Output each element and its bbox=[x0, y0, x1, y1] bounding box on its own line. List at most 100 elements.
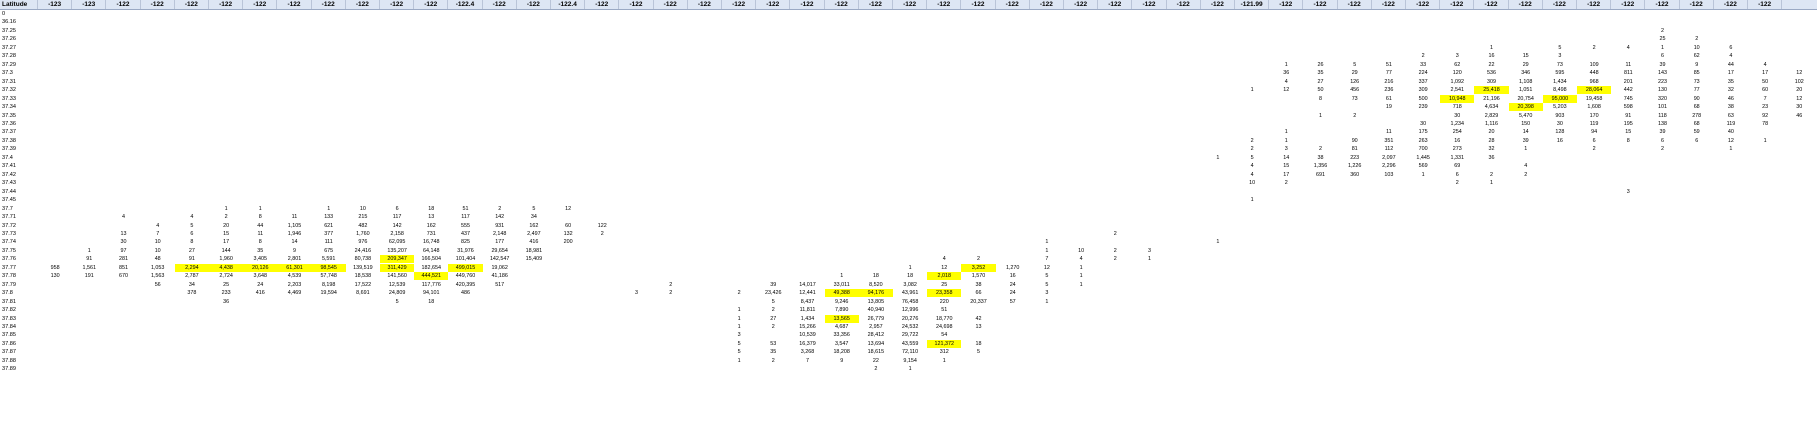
table-cell[interactable]: 73 bbox=[1351, 95, 1358, 102]
table-cell[interactable]: 117 bbox=[461, 214, 470, 221]
table-cell[interactable]: 2 bbox=[771, 324, 775, 331]
table-cell[interactable]: 34 bbox=[530, 214, 537, 221]
table-cell[interactable]: 5 bbox=[395, 298, 399, 305]
table-cell[interactable]: 1 bbox=[1729, 146, 1733, 153]
table-cell[interactable]: 53 bbox=[770, 340, 777, 347]
table-cell[interactable]: 1 bbox=[1489, 180, 1493, 187]
table-cell[interactable]: 224 bbox=[1418, 70, 1428, 77]
table-cell[interactable]: 5 bbox=[976, 349, 980, 356]
table-cell[interactable]: 700 bbox=[1418, 146, 1428, 153]
highlighted-cell[interactable]: 20,126 bbox=[243, 263, 278, 272]
table-cell[interactable]: 1 bbox=[1147, 256, 1151, 263]
table-cell[interactable]: 3,405 bbox=[253, 256, 268, 263]
table-cell[interactable]: 12 bbox=[1727, 137, 1734, 144]
table-cell[interactable]: 320 bbox=[1657, 95, 1667, 102]
table-cell[interactable]: 17,522 bbox=[354, 281, 372, 288]
table-cell[interactable]: 102 bbox=[1794, 78, 1804, 85]
table-cell[interactable]: 19,458 bbox=[1585, 95, 1603, 102]
table-cell[interactable]: 18 bbox=[907, 273, 914, 280]
table-cell[interactable]: 62 bbox=[1693, 53, 1700, 60]
table-cell[interactable]: 1,092 bbox=[1450, 78, 1465, 85]
table-cell[interactable]: 239 bbox=[1418, 104, 1428, 111]
table-cell[interactable]: 6 bbox=[395, 205, 399, 212]
table-cell[interactable]: 1 bbox=[1079, 281, 1083, 288]
table-cell[interactable]: 13 bbox=[975, 324, 982, 331]
table-cell[interactable]: 621 bbox=[324, 222, 334, 229]
column-header[interactable]: -122 bbox=[996, 0, 1030, 9]
table-cell[interactable]: 215 bbox=[358, 214, 368, 221]
table-cell[interactable]: 9,154 bbox=[903, 357, 917, 364]
column-header[interactable]: -122 bbox=[1132, 0, 1167, 9]
table-cell[interactable]: 2 bbox=[1524, 171, 1528, 178]
table-cell[interactable]: 39 bbox=[1659, 129, 1666, 136]
row-label[interactable]: 37.39 bbox=[2, 146, 16, 153]
table-cell[interactable]: 8,498 bbox=[1553, 87, 1567, 94]
table-cell[interactable]: 309 bbox=[1418, 87, 1428, 94]
table-cell[interactable]: 191 bbox=[84, 273, 94, 280]
table-cell[interactable]: 1,608 bbox=[1587, 104, 1601, 111]
table-cell[interactable]: 90 bbox=[1351, 137, 1358, 144]
row-label[interactable]: 37.81 bbox=[2, 298, 16, 305]
highlighted-cell[interactable]: 4,438 bbox=[209, 263, 244, 272]
table-cell[interactable]: 51 bbox=[941, 307, 948, 314]
table-cell[interactable]: 57,748 bbox=[320, 273, 337, 280]
table-cell[interactable]: 46 bbox=[1727, 95, 1734, 102]
table-cell[interactable]: 19,062 bbox=[491, 264, 508, 271]
table-cell[interactable]: 8 bbox=[1626, 137, 1630, 144]
table-cell[interactable]: 6 bbox=[1729, 44, 1733, 51]
table-cell[interactable]: 1 bbox=[1216, 239, 1220, 246]
table-cell[interactable]: 16 bbox=[1488, 53, 1495, 60]
table-cell[interactable]: 17 bbox=[1283, 171, 1290, 178]
table-cell[interactable]: 2,203 bbox=[287, 281, 302, 288]
table-cell[interactable]: 2 bbox=[600, 230, 604, 237]
table-cell[interactable]: 62,095 bbox=[388, 239, 406, 246]
table-cell[interactable]: 27 bbox=[770, 315, 777, 322]
table-cell[interactable]: 139,519 bbox=[353, 264, 373, 271]
table-cell[interactable]: 4 bbox=[1250, 171, 1254, 178]
table-cell[interactable]: 3,268 bbox=[800, 349, 815, 356]
table-cell[interactable]: 12 bbox=[1796, 95, 1803, 102]
table-cell[interactable]: 1 bbox=[737, 315, 741, 322]
table-cell[interactable]: 718 bbox=[1452, 104, 1462, 111]
table-cell[interactable]: 2 bbox=[1592, 44, 1596, 51]
table-cell[interactable]: 44 bbox=[1727, 61, 1734, 68]
table-cell[interactable]: 4 bbox=[190, 214, 194, 221]
table-cell[interactable]: 18,981 bbox=[525, 247, 543, 254]
table-cell[interactable]: 2,957 bbox=[869, 324, 883, 331]
table-cell[interactable]: 24 bbox=[1009, 290, 1016, 297]
table-cell[interactable]: 143 bbox=[1657, 70, 1667, 77]
table-cell[interactable]: 73 bbox=[1693, 78, 1700, 85]
table-cell[interactable]: 101,404 bbox=[455, 256, 476, 263]
row-label[interactable]: 37.7 bbox=[2, 205, 13, 212]
column-header[interactable]: -122 bbox=[414, 0, 449, 9]
table-cell[interactable]: 1 bbox=[224, 205, 228, 212]
table-cell[interactable]: 13,805 bbox=[867, 298, 885, 305]
column-header[interactable]: -122 bbox=[1440, 0, 1475, 9]
highlighted-cell[interactable]: 13,565 bbox=[824, 314, 859, 323]
row-label[interactable]: 37.79 bbox=[2, 281, 16, 288]
table-cell[interactable]: 13 bbox=[428, 214, 435, 221]
highlighted-cell[interactable]: 20,398 bbox=[1508, 103, 1543, 112]
table-cell[interactable]: 4 bbox=[1626, 44, 1630, 51]
table-cell[interactable]: 5 bbox=[532, 205, 536, 212]
table-cell[interactable]: 731 bbox=[426, 230, 436, 237]
table-cell[interactable]: 18,770 bbox=[936, 315, 953, 322]
row-label[interactable]: 37.71 bbox=[2, 214, 16, 221]
table-cell[interactable]: 10 bbox=[359, 205, 366, 212]
table-cell[interactable]: 1 bbox=[737, 357, 741, 364]
row-label[interactable]: 37.78 bbox=[2, 273, 16, 280]
table-cell[interactable]: 15 bbox=[223, 230, 230, 237]
table-cell[interactable]: 1 bbox=[1079, 264, 1083, 271]
table-cell[interactable]: 10 bbox=[154, 239, 161, 246]
table-cell[interactable]: 598 bbox=[1623, 104, 1633, 111]
table-cell[interactable]: 122 bbox=[597, 222, 607, 229]
table-cell[interactable]: 68 bbox=[1693, 104, 1700, 111]
table-cell[interactable]: 144 bbox=[221, 247, 231, 254]
table-cell[interactable]: 77 bbox=[1385, 70, 1392, 77]
table-cell[interactable]: 201 bbox=[1623, 78, 1633, 85]
table-cell[interactable]: 25 bbox=[1659, 36, 1666, 43]
row-label[interactable]: 37.3 bbox=[2, 70, 13, 77]
table-cell[interactable]: 3 bbox=[634, 290, 638, 297]
column-header[interactable]: -122 bbox=[106, 0, 141, 9]
table-cell[interactable]: 132 bbox=[563, 230, 573, 237]
